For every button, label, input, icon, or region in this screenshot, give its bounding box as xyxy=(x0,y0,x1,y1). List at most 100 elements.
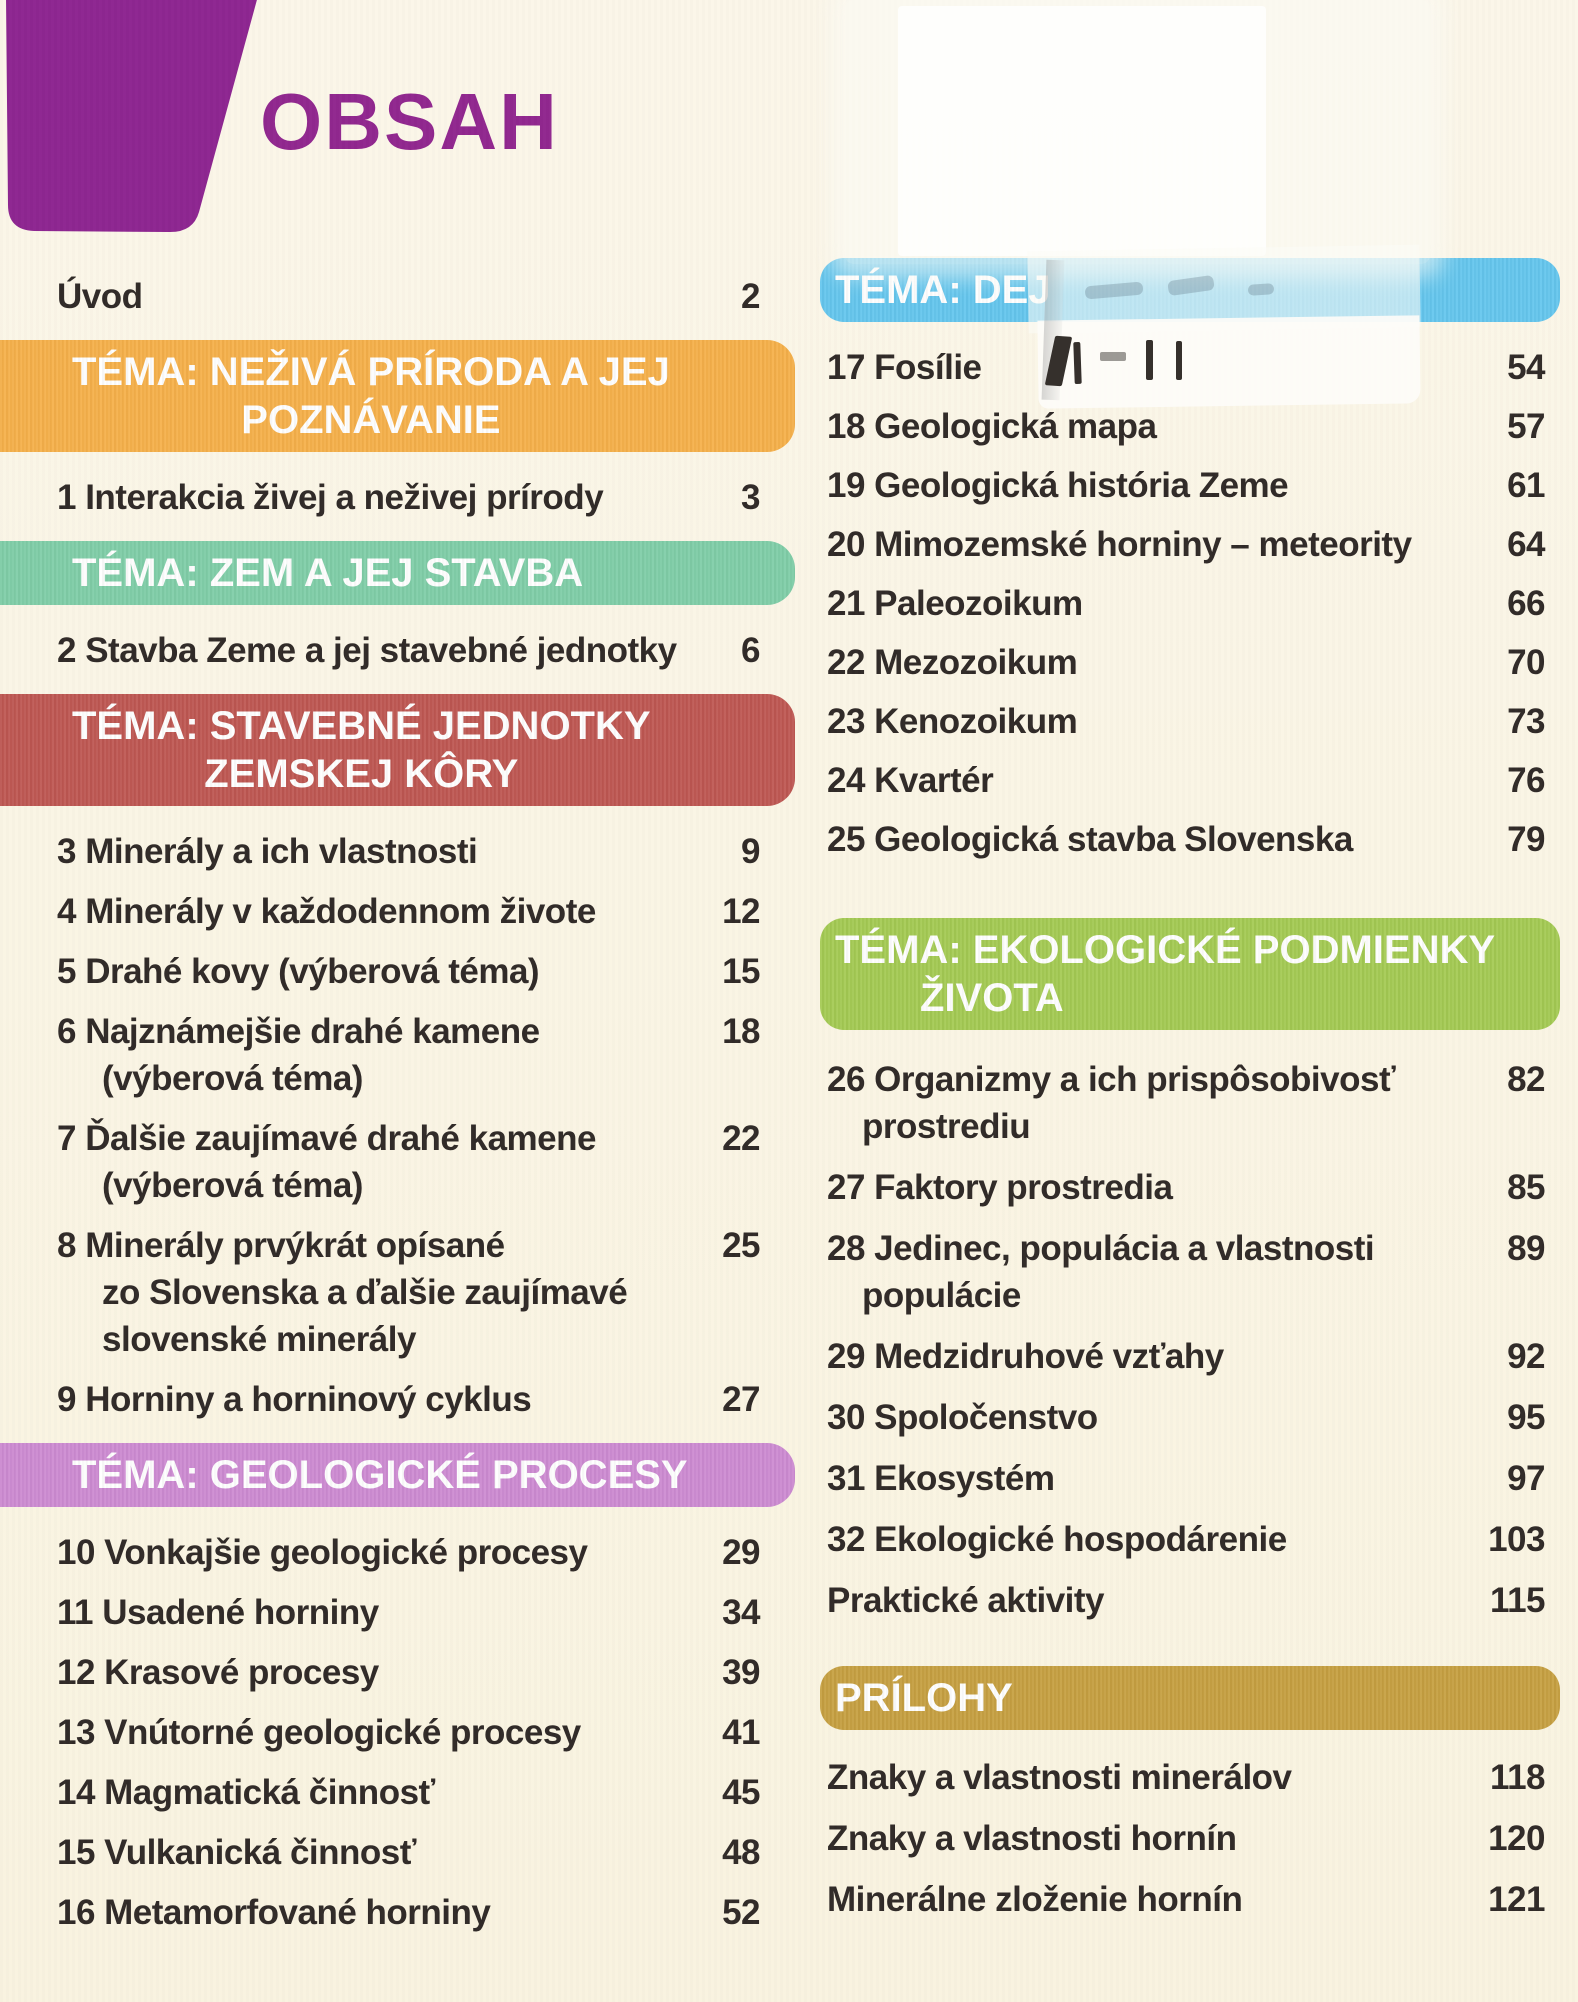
purple-corner-shape xyxy=(6,0,257,233)
toc-entry-title: 9 Horniny a horninový cyklus xyxy=(57,1380,532,1419)
toc-entry: 10 Vonkajšie geologické procesy 29 xyxy=(0,1529,800,1576)
toc-entry-page: 39 xyxy=(722,1653,760,1692)
toc-entry-title: 2 Stavba Zeme a jej stavebné jednotky xyxy=(57,631,677,670)
section-banner-label: TÉMA: ZEM A JEJ STAVBA xyxy=(72,551,584,595)
section-banner-label: TÉMA: DEJ xyxy=(835,268,1051,312)
toc-entry-title: 31 Ekosystém xyxy=(827,1459,1055,1498)
toc-entry: 32 Ekologické hospodárenie 103 xyxy=(800,1516,1578,1563)
toc-entry: 14 Magmatická činnosť 45 xyxy=(0,1769,800,1816)
section-banner-gold: PRÍLOHY xyxy=(820,1666,1560,1730)
toc-entry: 8 Minerály prvýkrát opísané zo Slovenska … xyxy=(0,1222,800,1363)
toc-entry-title: 30 Spoločenstvo xyxy=(827,1398,1098,1437)
toc-entry-title: 29 Medzidruhové vzťahy xyxy=(827,1337,1224,1376)
section-banner-label: TÉMA: STAVEBNÉ JEDNOTKY ZEMSKEJ KÔRY xyxy=(72,704,651,796)
toc-entry-title: 6 Najznámejšie drahé kamene (výberová tém… xyxy=(57,1012,540,1098)
toc-entry-page: 70 xyxy=(1507,643,1545,682)
toc-entry-title: 28 Jedinec, populácia a vlastnosti populá… xyxy=(827,1229,1375,1315)
toc-entry: 19 Geologická história Zeme 61 xyxy=(800,462,1578,509)
toc-entry: 9 Horniny a horninový cyklus 27 xyxy=(0,1376,800,1423)
toc-entry-title: 14 Magmatická činnosť xyxy=(57,1773,435,1812)
toc-entry-page: 89 xyxy=(1507,1229,1545,1268)
toc-entry: 16 Metamorfované horniny 52 xyxy=(0,1889,800,1936)
toc-entry: 1 Interakcia živej a neživej prírody 3 xyxy=(0,474,800,521)
toc-entry: 7 Ďalšie zaujímavé drahé kamene (výberová… xyxy=(0,1115,800,1209)
section-banner-lime: TÉMA: EKOLOGICKÉ PODMIENKY ŽIVOTA xyxy=(820,918,1560,1030)
white-sheet-overlay-bright xyxy=(898,6,1266,256)
toc-columns: Úvod 2 TÉMA: NEŽIVÁ PRÍRODA A JEJ POZNÁVANI… xyxy=(0,255,1578,1949)
section-banner-label: TÉMA: GEOLOGICKÉ PROCESY xyxy=(72,1453,688,1497)
toc-entry: 5 Drahé kovy (výberová téma) 15 xyxy=(0,948,800,995)
toc-entry-title: Znaky a vlastnosti hornín xyxy=(827,1819,1237,1858)
toc-right-column: TÉMA: DEJ 17 Fosílie 54 18 Geologická mapa 5… xyxy=(800,255,1578,1937)
toc-entry-title: 5 Drahé kovy (výberová téma) xyxy=(57,952,540,991)
toc-entry: 11 Usadené horniny 34 xyxy=(0,1589,800,1636)
toc-entry-title: 16 Metamorfované horniny xyxy=(57,1893,491,1932)
toc-entry-page: 29 xyxy=(722,1533,760,1572)
toc-entry: 2 Stavba Zeme a jej stavebné jednotky 6 xyxy=(0,627,800,674)
toc-entry-page: 82 xyxy=(1507,1060,1545,1099)
toc-entry-title: 11 Usadené horniny xyxy=(57,1593,379,1632)
toc-entry-page: 25 xyxy=(722,1226,760,1265)
toc-entry-page: 48 xyxy=(722,1833,760,1872)
toc-entry: Úvod 2 xyxy=(0,273,800,320)
toc-entry: Znaky a vlastnosti minerálov 118 xyxy=(800,1754,1578,1801)
toc-entry-page: 85 xyxy=(1507,1168,1545,1207)
toc-entry-page: 115 xyxy=(1490,1581,1545,1620)
toc-entry-page: 92 xyxy=(1507,1337,1545,1376)
toc-entry-title: Minerálne zloženie hornín xyxy=(827,1880,1243,1919)
toc-entry-page: 118 xyxy=(1490,1758,1545,1797)
toc-entry-title: 8 Minerály prvýkrát opísané zo Slovenska … xyxy=(57,1226,628,1359)
toc-entry-page: 15 xyxy=(722,952,760,991)
toc-entry-page: 22 xyxy=(722,1119,760,1158)
toc-entry-title: Praktické aktivity xyxy=(827,1581,1105,1620)
section-banner-orchid: TÉMA: GEOLOGICKÉ PROCESY xyxy=(0,1443,795,1507)
toc-entry-page: 6 xyxy=(741,631,760,670)
toc-entry-title: 24 Kvartér xyxy=(827,761,994,800)
toc-entry: 30 Spoločenstvo 95 xyxy=(800,1394,1578,1441)
toc-entry-title: 25 Geologická stavba Slovenska xyxy=(827,820,1353,859)
toc-entry-page: 120 xyxy=(1488,1819,1545,1858)
toc-entry: 20 Mimozemské horniny – meteority 64 xyxy=(800,521,1578,568)
section-banner-label: TÉMA: NEŽIVÁ PRÍRODA A JEJ POZNÁVANIE xyxy=(72,350,670,442)
toc-entry-title: 12 Krasové procesy xyxy=(57,1653,379,1692)
toc-entry: 15 Vulkanická činnosť 48 xyxy=(0,1829,800,1876)
toc-entry: 27 Faktory prostredia 85 xyxy=(800,1164,1578,1211)
toc-entry-page: 12 xyxy=(722,892,760,931)
toc-entry-page: 57 xyxy=(1507,407,1545,446)
toc-entry: 18 Geologická mapa 57 xyxy=(800,403,1578,450)
toc-entry: 25 Geologická stavba Slovenska 79 xyxy=(800,816,1578,863)
toc-entry-title: 23 Kenozoikum xyxy=(827,702,1078,741)
toc-entry: 23 Kenozoikum 73 xyxy=(800,698,1578,745)
toc-entry-title: 32 Ekologické hospodárenie xyxy=(827,1520,1287,1559)
toc-entry-page: 66 xyxy=(1507,584,1545,623)
toc-entry-title: 27 Faktory prostredia xyxy=(827,1168,1173,1207)
toc-entry-title: 10 Vonkajšie geologické procesy xyxy=(57,1533,588,1572)
toc-entry-title: 19 Geologická história Zeme xyxy=(827,466,1289,505)
toc-entry-page: 103 xyxy=(1488,1520,1545,1559)
toc-entry-title: 17 Fosílie xyxy=(827,348,982,387)
toc-entry-title: 1 Interakcia živej a neživej prírody xyxy=(57,478,604,517)
toc-entry-page: 79 xyxy=(1507,820,1545,859)
toc-entry-title: Úvod xyxy=(57,277,143,316)
section-banner-label: PRÍLOHY xyxy=(835,1676,1013,1720)
toc-entry-page: 61 xyxy=(1507,466,1545,505)
toc-entry-page: 45 xyxy=(722,1773,760,1812)
toc-entry: 31 Ekosystém 97 xyxy=(800,1455,1578,1502)
toc-entry-title: 18 Geologická mapa xyxy=(827,407,1157,446)
toc-entry: 3 Minerály a ich vlastnosti 9 xyxy=(0,828,800,875)
toc-entry: 28 Jedinec, populácia a vlastnosti populá… xyxy=(800,1225,1578,1319)
toc-entry: 22 Mezozoikum 70 xyxy=(800,639,1578,686)
toc-entry-page: 73 xyxy=(1507,702,1545,741)
toc-entry: 12 Krasové procesy 39 xyxy=(0,1649,800,1696)
toc-entry-title: 26 Organizmy a ich prispôsobivosť prostre… xyxy=(827,1060,1396,1146)
toc-entry: 21 Paleozoikum 66 xyxy=(800,580,1578,627)
toc-entry-title: 3 Minerály a ich vlastnosti xyxy=(57,832,478,871)
toc-entry-page: 34 xyxy=(722,1593,760,1632)
toc-entry-title: 4 Minerály v každodennom živote xyxy=(57,892,596,931)
white-sheet-overlay xyxy=(845,0,1430,264)
toc-entry-page: 95 xyxy=(1507,1398,1545,1437)
toc-entry: Praktické aktivity 115 xyxy=(800,1577,1578,1624)
toc-entry-title: Znaky a vlastnosti minerálov xyxy=(827,1758,1292,1797)
toc-entry-page: 41 xyxy=(722,1713,760,1752)
